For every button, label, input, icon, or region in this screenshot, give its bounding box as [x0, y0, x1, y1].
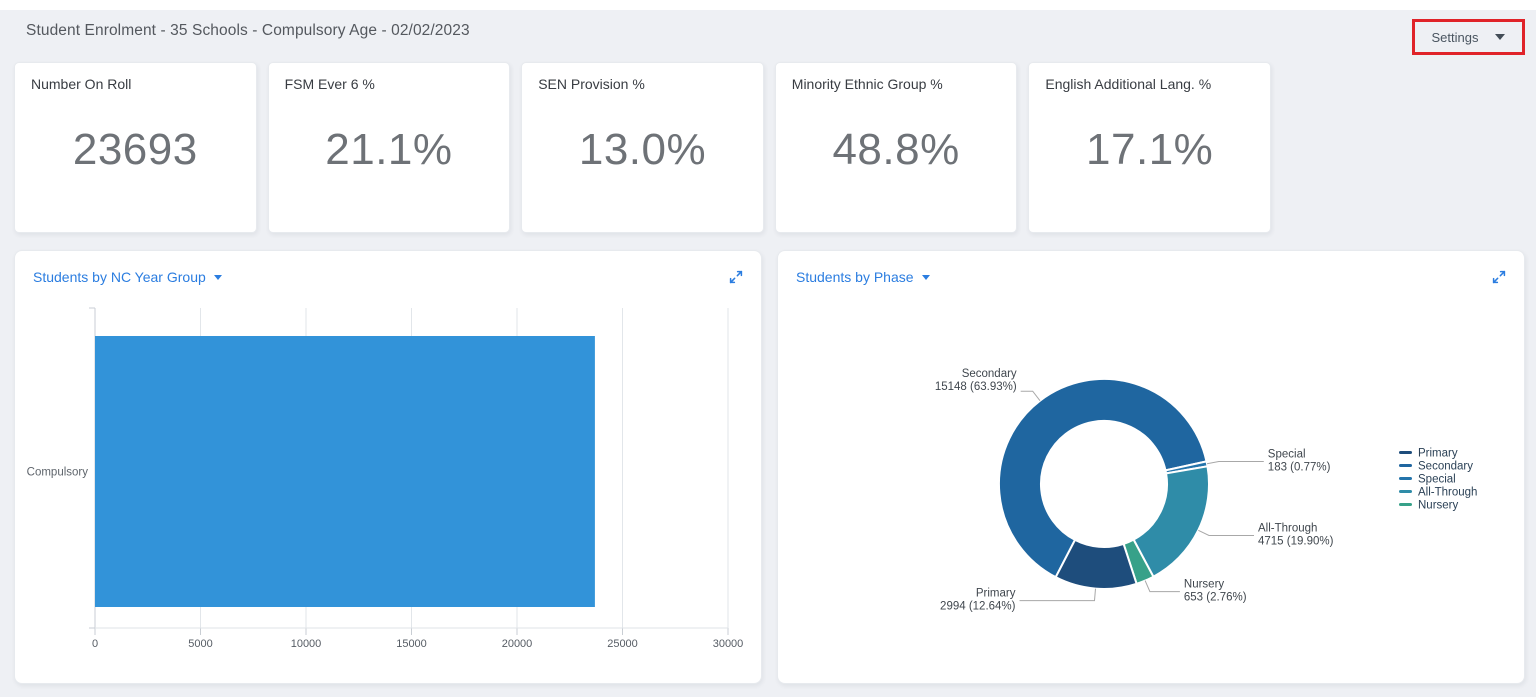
label-line — [1144, 580, 1180, 593]
kpi-card-english-additional-lang: English Additional Lang. % 17.1% — [1028, 62, 1271, 233]
x-tick-label: 15000 — [396, 638, 427, 650]
legend-label-secondary[interactable]: Secondary — [1418, 461, 1473, 473]
x-tick-label: 5000 — [188, 638, 212, 650]
slice-label-value: 15148 (63.93%) — [935, 381, 1017, 393]
chevron-down-icon — [921, 274, 930, 280]
x-tick-label: 10000 — [291, 638, 322, 650]
bar-chart-title: Students by NC Year Group — [33, 269, 206, 285]
donut-chart-title: Students by Phase — [796, 269, 914, 285]
settings-label: Settings — [1431, 29, 1479, 45]
slice-label-name: All-Through — [1258, 523, 1317, 535]
kpi-value: 21.1% — [325, 124, 453, 174]
x-tick-label: 20000 — [502, 638, 533, 650]
kpi-label: English Additional Lang. % — [1045, 76, 1212, 92]
kpi-card-fsm-ever-6: FSM Ever 6 % 21.1% — [267, 62, 511, 233]
bar-compulsory[interactable] — [95, 336, 595, 607]
legend-marker — [1399, 490, 1412, 493]
legend-label-nursery[interactable]: Nursery — [1418, 500, 1459, 512]
expand-icon — [1492, 270, 1506, 284]
kpi-label: Minority Ethnic Group % — [791, 76, 943, 92]
label-line — [1206, 461, 1264, 465]
slice-label-value: 183 (0.77%) — [1268, 462, 1331, 474]
slice-label-name: Nursery — [1184, 579, 1225, 591]
chevron-down-icon — [1495, 34, 1506, 40]
donut-chart-title-dropdown[interactable]: Students by Phase — [796, 269, 930, 285]
label-line — [1198, 529, 1254, 536]
kpi-value: 23693 — [72, 124, 198, 174]
donut-slice-primary[interactable] — [1054, 538, 1138, 590]
kpi-row: Number On Roll 23693 FSM Ever 6 % 21.1% … — [14, 62, 1271, 233]
slice-label-value: 2994 (12.64%) — [940, 601, 1016, 613]
kpi-card-number-on-roll: Number On Roll 23693 — [14, 62, 257, 233]
legend-label-special[interactable]: Special — [1418, 474, 1456, 486]
legend-label-primary[interactable]: Primary — [1418, 448, 1458, 460]
expand-button[interactable] — [1490, 268, 1508, 286]
kpi-label: Number On Roll — [31, 76, 132, 92]
bar-chart-card: Students by NC Year Group 0 5000 10000 1500… — [14, 250, 762, 684]
x-tick-label: 30000 — [713, 638, 744, 650]
slice-label-name: Special — [1268, 449, 1306, 461]
expand-button[interactable] — [727, 268, 745, 286]
kpi-value: 48.8% — [832, 124, 960, 174]
kpi-value: 17.1% — [1086, 124, 1214, 174]
legend-marker — [1399, 464, 1412, 467]
y-category-label: Compulsory — [27, 467, 89, 479]
legend-marker — [1399, 503, 1412, 506]
kpi-card-sen-provision: SEN Provision % 13.0% — [521, 62, 764, 233]
slice-label-name: Primary — [976, 588, 1016, 600]
slice-label-value: 4715 (19.90%) — [1258, 536, 1334, 548]
label-line — [1019, 588, 1096, 602]
chevron-down-icon — [213, 274, 222, 280]
settings-dropdown[interactable]: Settings — [1412, 19, 1525, 55]
bar-chart-title-dropdown[interactable]: Students by NC Year Group — [33, 269, 222, 285]
slice-label-name: Secondary — [962, 368, 1017, 380]
legend-marker — [1399, 477, 1412, 480]
slice-label-value: 653 (2.76%) — [1184, 592, 1247, 604]
kpi-card-minority-ethnic-group: Minority Ethnic Group % 48.8% — [774, 62, 1018, 233]
bar-chart-header: Students by NC Year Group — [33, 266, 745, 288]
kpi-value: 13.0% — [578, 124, 707, 174]
kpi-label: FSM Ever 6 % — [284, 76, 375, 92]
bar-chart: 0 5000 10000 15000 20000 25000 30000 Compulsory — [27, 307, 744, 650]
x-tick-label: 0 — [92, 638, 98, 650]
donut-chart-card: Students by Phase Secondary 15148 (63.93%… — [777, 250, 1525, 684]
donut-chart-header: Students by Phase — [796, 266, 1508, 288]
donut-slice-secondary[interactable] — [998, 377, 1208, 579]
kpi-label: SEN Provision % — [538, 76, 645, 92]
x-tick-label: 25000 — [607, 638, 638, 650]
label-line — [1020, 390, 1041, 402]
expand-icon — [729, 270, 743, 284]
legend-label-all-through[interactable]: All-Through — [1418, 487, 1477, 499]
page-title: Student Enrolment - 35 Schools - Compuls… — [26, 22, 470, 39]
legend-marker — [1399, 451, 1412, 454]
